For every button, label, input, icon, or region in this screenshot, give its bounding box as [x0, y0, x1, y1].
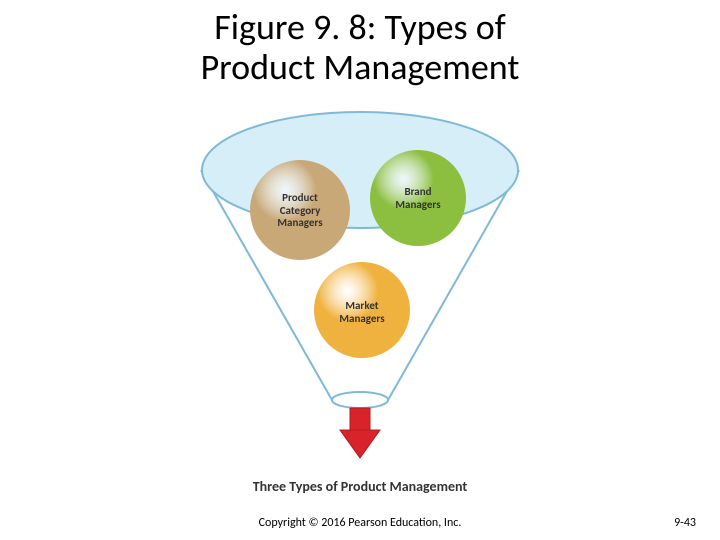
diagram-svg [190, 110, 530, 480]
slide-title: Figure 9. 8: Types of Product Management [0, 8, 720, 87]
product-category-managers-label: Product Category Managers [272, 192, 328, 230]
market-managers-label: Market Managers [334, 300, 390, 325]
slide: Figure 9. 8: Types of Product Management… [0, 0, 720, 540]
diagram-caption: Three Types of Product Management [0, 478, 720, 495]
brand-managers-label: Brand Managers [390, 186, 446, 211]
page-number: 9-43 [674, 516, 696, 530]
funnel-diagram: Product Category Managers Brand Managers M… [190, 110, 530, 480]
copyright-text: Copyright © 2016 Pearson Education, Inc. [0, 516, 720, 530]
